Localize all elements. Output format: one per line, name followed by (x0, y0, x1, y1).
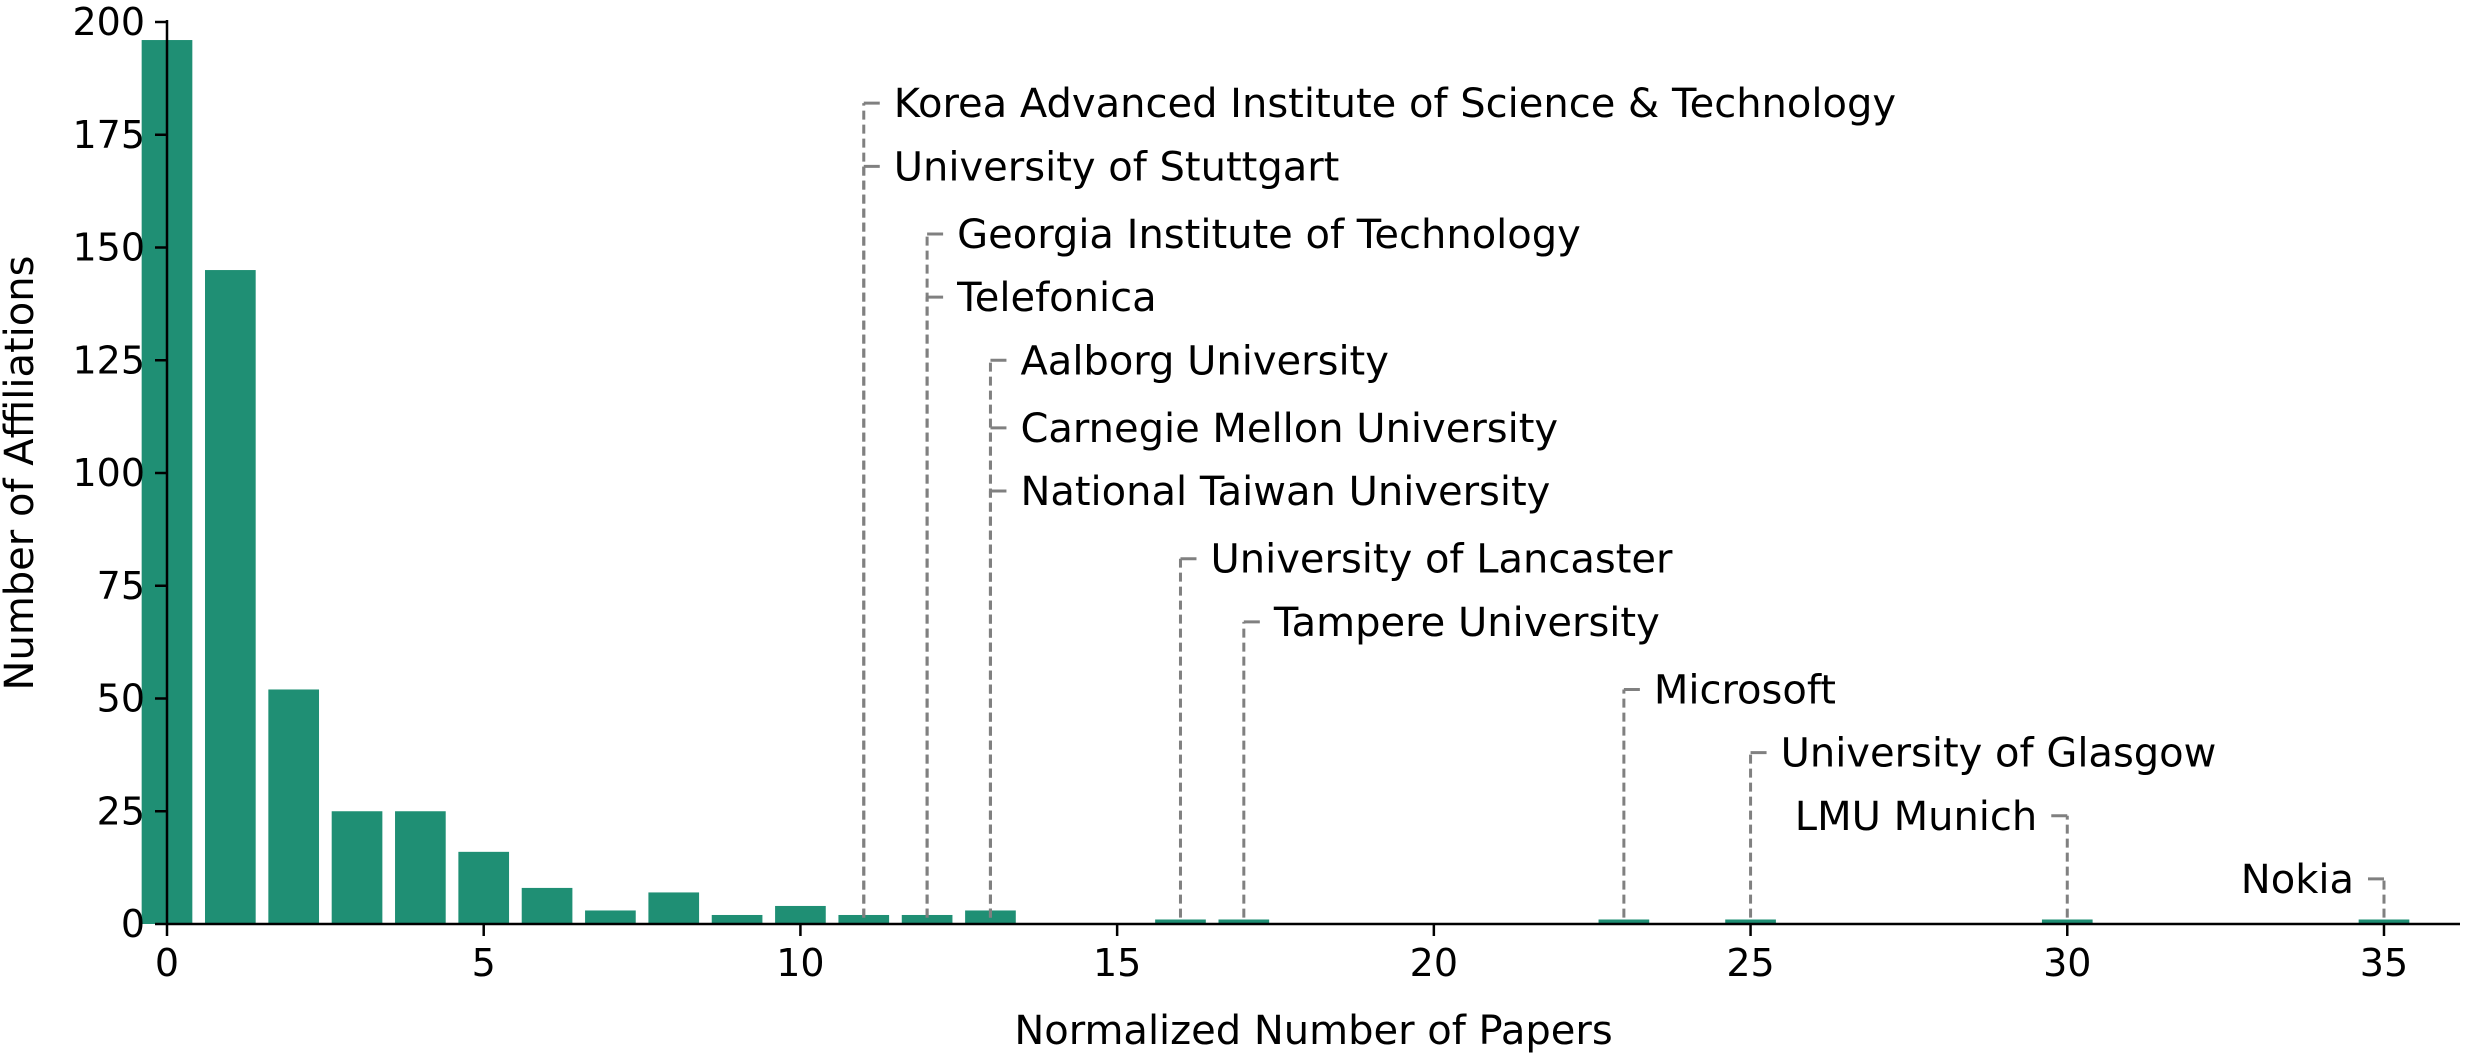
bar-x-8 (648, 892, 700, 924)
annotation-label: Georgia Institute of Technology (957, 212, 1581, 258)
bar-x-9 (711, 914, 763, 924)
x-tick-label: 0 (155, 941, 179, 985)
annotation-label: Nokia (2241, 857, 2354, 903)
y-axis-ticks: 0 25 50 75 100 125 150 175 200 (72, 0, 167, 946)
bar-x-30 (2041, 919, 2093, 924)
bar-x-12 (901, 914, 953, 924)
y-tick-label: 25 (97, 789, 145, 833)
x-tick-label: 25 (1726, 941, 1774, 985)
bar-x-16 (1155, 919, 1206, 924)
bar-x-17 (1218, 919, 1270, 924)
annotations-layer: Korea Advanced Institute of Science & Te… (862, 81, 2386, 918)
y-tick-label: 100 (72, 451, 145, 495)
annotation-label: Carnegie Mellon University (1020, 406, 1558, 452)
bar-x-6 (521, 887, 573, 924)
bar-x-7 (585, 910, 636, 924)
x-tick-label: 10 (776, 941, 824, 985)
annotation-label: University of Glasgow (1781, 731, 2217, 777)
y-tick-label: 50 (97, 677, 145, 721)
bar-x-23 (1598, 919, 1650, 924)
bar-x-3 (331, 811, 383, 924)
x-tick-label: 35 (2360, 941, 2408, 985)
y-tick-label: 175 (72, 113, 145, 157)
bar-x-2 (268, 689, 320, 924)
bar-x-4 (395, 811, 446, 924)
x-axis-ticks: 0 5 10 15 20 25 30 35 (155, 924, 2408, 985)
annotation-label: Aalborg University (1020, 338, 1388, 384)
bar-x-5 (458, 851, 510, 924)
bar-x-11 (838, 914, 890, 924)
bar-x-1 (205, 270, 256, 924)
bar-x-25 (1725, 919, 1776, 924)
y-tick-label: 125 (72, 338, 145, 382)
x-tick-label: 30 (2043, 941, 2091, 985)
x-tick-label: 15 (1093, 941, 1141, 985)
annotation-label: Telefonica (956, 275, 1157, 321)
y-tick-label: 200 (72, 0, 145, 44)
y-axis-label: Number of Affiliations (0, 256, 43, 691)
bars-layer (141, 40, 2410, 925)
y-tick-label: 0 (121, 902, 145, 946)
bar-x-35 (2358, 919, 2410, 924)
annotation-label: University of Stuttgart (894, 144, 1340, 190)
y-tick-label: 150 (72, 226, 145, 270)
x-tick-label: 5 (472, 941, 496, 985)
x-tick-label: 20 (1410, 941, 1458, 985)
annotation-label: University of Lancaster (1210, 537, 1673, 583)
annotation-label: Microsoft (1654, 667, 1836, 713)
x-axis-label: Normalized Number of Papers (1014, 1008, 1612, 1053)
annotation-label: Korea Advanced Institute of Science & Te… (894, 81, 1896, 127)
annotation-label: National Taiwan University (1020, 469, 1550, 515)
annotation-label: LMU Munich (1795, 794, 2037, 840)
y-tick-label: 75 (97, 564, 145, 608)
annotation-label: Tampere University (1273, 600, 1660, 646)
bar-x-10 (775, 905, 826, 924)
